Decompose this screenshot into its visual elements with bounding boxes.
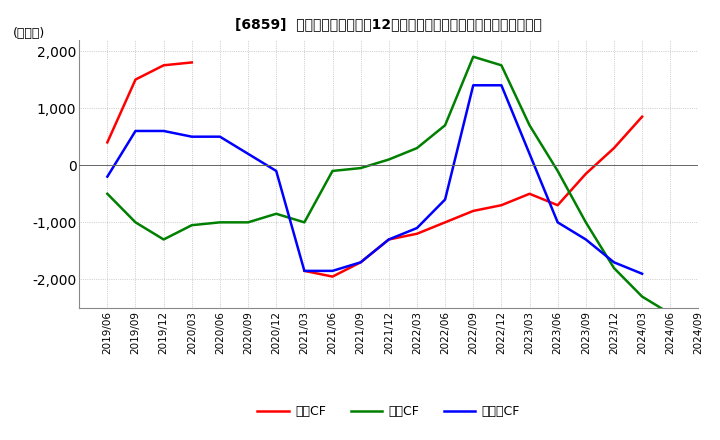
営業CF: [131, 77, 140, 82]
投資CF: [328, 169, 337, 174]
フリーCF: [554, 220, 562, 225]
投資CF: [187, 223, 196, 228]
フリーCF: [244, 151, 253, 157]
フリーCF: [610, 260, 618, 265]
投資CF: [497, 62, 505, 68]
フリーCF: [384, 237, 393, 242]
フリーCF: [103, 174, 112, 179]
投資CF: [159, 237, 168, 242]
営業CF: [159, 62, 168, 68]
フリーCF: [328, 268, 337, 274]
フリーCF: [582, 237, 590, 242]
営業CF: [187, 60, 196, 65]
フリーCF: [215, 134, 224, 139]
投資CF: [638, 294, 647, 299]
フリーCF: [525, 151, 534, 157]
Line: 営業CF: 営業CF: [107, 62, 192, 143]
投資CF: [131, 220, 140, 225]
投資CF: [666, 311, 675, 316]
投資CF: [215, 220, 224, 225]
フリーCF: [356, 260, 365, 265]
Line: 投資CF: 投資CF: [107, 57, 670, 314]
Legend: 営業CF, 投資CF, フリーCF: 営業CF, 投資CF, フリーCF: [253, 400, 525, 423]
投資CF: [582, 220, 590, 225]
投資CF: [469, 54, 477, 59]
フリーCF: [638, 271, 647, 276]
投資CF: [244, 220, 253, 225]
フリーCF: [497, 83, 505, 88]
投資CF: [103, 191, 112, 196]
Title: [6859]  キャッシュフローの12か月移動合計の対前年同期増減額の推移: [6859] キャッシュフローの12か月移動合計の対前年同期増減額の推移: [235, 18, 542, 32]
フリーCF: [159, 128, 168, 134]
投資CF: [554, 169, 562, 174]
フリーCF: [300, 268, 309, 274]
Y-axis label: (百万円): (百万円): [13, 26, 45, 40]
営業CF: [103, 140, 112, 145]
投資CF: [384, 157, 393, 162]
フリーCF: [272, 169, 281, 174]
投資CF: [356, 165, 365, 171]
Line: フリーCF: フリーCF: [107, 85, 642, 274]
フリーCF: [187, 134, 196, 139]
フリーCF: [441, 197, 449, 202]
投資CF: [272, 211, 281, 216]
投資CF: [610, 265, 618, 271]
フリーCF: [469, 83, 477, 88]
投資CF: [413, 146, 421, 151]
投資CF: [441, 123, 449, 128]
フリーCF: [131, 128, 140, 134]
投資CF: [525, 123, 534, 128]
フリーCF: [413, 225, 421, 231]
投資CF: [300, 220, 309, 225]
